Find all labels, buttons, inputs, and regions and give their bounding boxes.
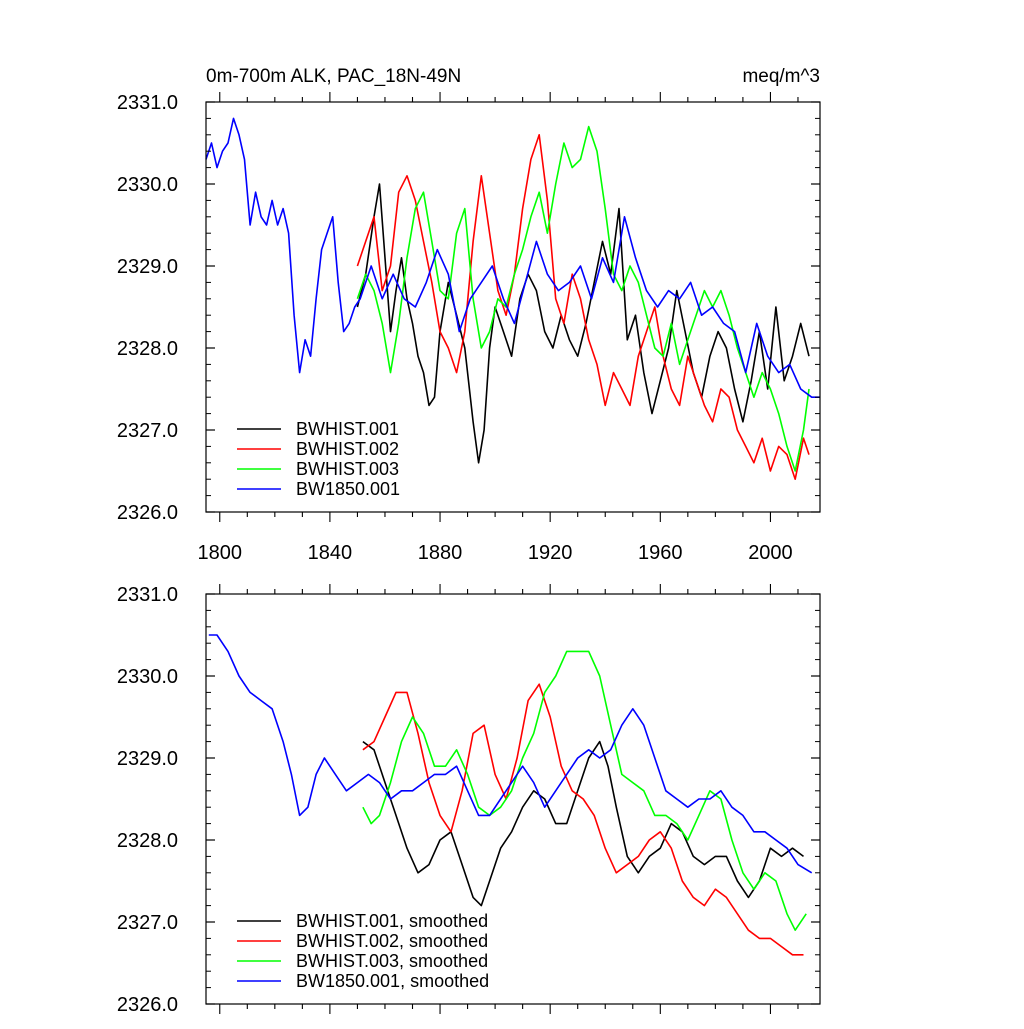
legend-label: BWHIST.002 (296, 439, 399, 459)
x-tick-label: 1880 (418, 542, 463, 564)
y-tick-label: 2328.0 (117, 830, 178, 852)
y-tick-label: 2331.0 (117, 92, 178, 114)
y-tick-label: 2327.0 (117, 420, 178, 442)
plot-frame (205, 593, 821, 1005)
y-tick-label: 2327.0 (117, 912, 178, 934)
legend-label: BWHIST.003 (296, 459, 399, 479)
x-tick-label: 1920 (528, 542, 573, 564)
y-tick-label: 2331.0 (117, 584, 178, 606)
chart-title: 0m-700m ALK, PAC_18N-49N (206, 66, 461, 87)
x-tick-label: 2000 (748, 542, 793, 564)
legend-label: BWHIST.003, smoothed (296, 951, 488, 971)
chart-units: meq/m^3 (742, 66, 820, 87)
series-line-4 (205, 117, 820, 399)
legend-label: BWHIST.001 (296, 419, 399, 439)
series-line-2 (362, 683, 804, 956)
y-tick-label: 2329.0 (117, 748, 178, 770)
y-tick-label: 2328.0 (117, 338, 178, 360)
y-tick-label: 2326.0 (117, 994, 178, 1016)
legend-label: BWHIST.002, smoothed (296, 931, 488, 951)
y-tick-label: 2329.0 (117, 256, 178, 278)
legend-label: BWHIST.001, smoothed (296, 911, 488, 931)
series-line-3 (356, 125, 810, 472)
legend-label: BW1850.001 (296, 479, 400, 499)
plot-frame (205, 101, 821, 513)
series-line-1 (362, 740, 804, 907)
chart-panel-1: 2326.0 2327.0 2328.0 2329.0 2330.0 2331.0 1800… (117, 92, 821, 564)
y-tick-label: 2326.0 (117, 502, 178, 524)
x-tick-label: 1840 (308, 542, 353, 564)
chart-panel-2: 2326.0 2327.0 2328.0 2329.0 2330.0 2331.0 BWHI… (117, 584, 821, 1016)
series-line-4 (208, 634, 813, 874)
series-line-2 (356, 134, 810, 481)
y-tick-label: 2330.0 (117, 666, 178, 688)
legend-label: BW1850.001, smoothed (296, 971, 489, 991)
y-tick-label: 2330.0 (117, 174, 178, 196)
series-line-3 (362, 650, 807, 932)
x-tick-label: 1800 (198, 542, 243, 564)
x-tick-label: 1960 (638, 542, 683, 564)
